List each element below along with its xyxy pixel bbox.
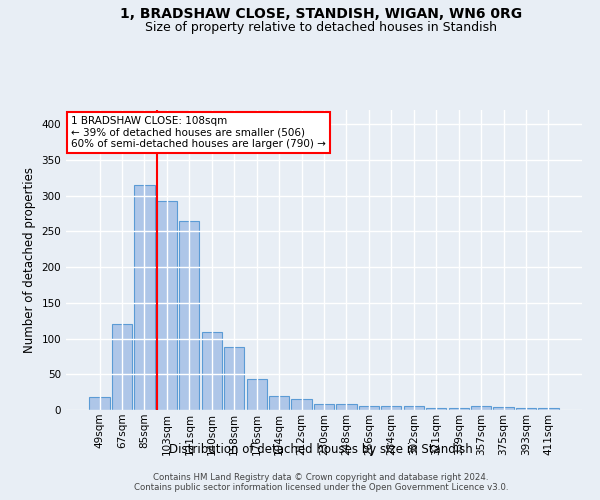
Bar: [247, 378, 267, 410]
Bar: [224, 347, 244, 410]
Bar: [404, 406, 424, 410]
Bar: [89, 397, 110, 410]
Text: Contains public sector information licensed under the Open Government Licence v3: Contains public sector information licen…: [134, 484, 508, 492]
Bar: [179, 220, 199, 410]
Bar: [314, 404, 334, 410]
Bar: [426, 408, 446, 410]
Text: Distribution of detached houses by size in Standish: Distribution of detached houses by size …: [169, 442, 473, 456]
Bar: [381, 406, 401, 410]
Bar: [471, 406, 491, 410]
Text: Contains HM Land Registry data © Crown copyright and database right 2024.: Contains HM Land Registry data © Crown c…: [153, 472, 489, 482]
Y-axis label: Number of detached properties: Number of detached properties: [23, 167, 36, 353]
Bar: [202, 332, 222, 410]
Text: 1 BRADSHAW CLOSE: 108sqm
← 39% of detached houses are smaller (506)
60% of semi-: 1 BRADSHAW CLOSE: 108sqm ← 39% of detach…: [71, 116, 326, 149]
Bar: [134, 185, 155, 410]
Bar: [493, 407, 514, 410]
Bar: [112, 324, 132, 410]
Bar: [359, 406, 379, 410]
Text: Size of property relative to detached houses in Standish: Size of property relative to detached ho…: [145, 21, 497, 34]
Text: 1, BRADSHAW CLOSE, STANDISH, WIGAN, WN6 0RG: 1, BRADSHAW CLOSE, STANDISH, WIGAN, WN6 …: [120, 8, 522, 22]
Bar: [538, 408, 559, 410]
Bar: [516, 408, 536, 410]
Bar: [269, 396, 289, 410]
Bar: [449, 408, 469, 410]
Bar: [337, 404, 356, 410]
Bar: [292, 400, 311, 410]
Bar: [157, 200, 177, 410]
